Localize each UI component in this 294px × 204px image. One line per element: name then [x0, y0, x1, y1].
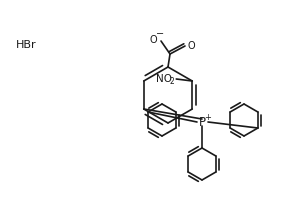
Text: NO: NO — [156, 74, 172, 84]
Text: HBr: HBr — [16, 40, 37, 50]
Text: −: − — [156, 29, 164, 39]
Text: +: + — [205, 113, 211, 122]
Text: P: P — [198, 115, 206, 129]
Text: O: O — [188, 41, 196, 51]
Text: O: O — [149, 35, 157, 45]
Text: 2: 2 — [170, 78, 175, 86]
